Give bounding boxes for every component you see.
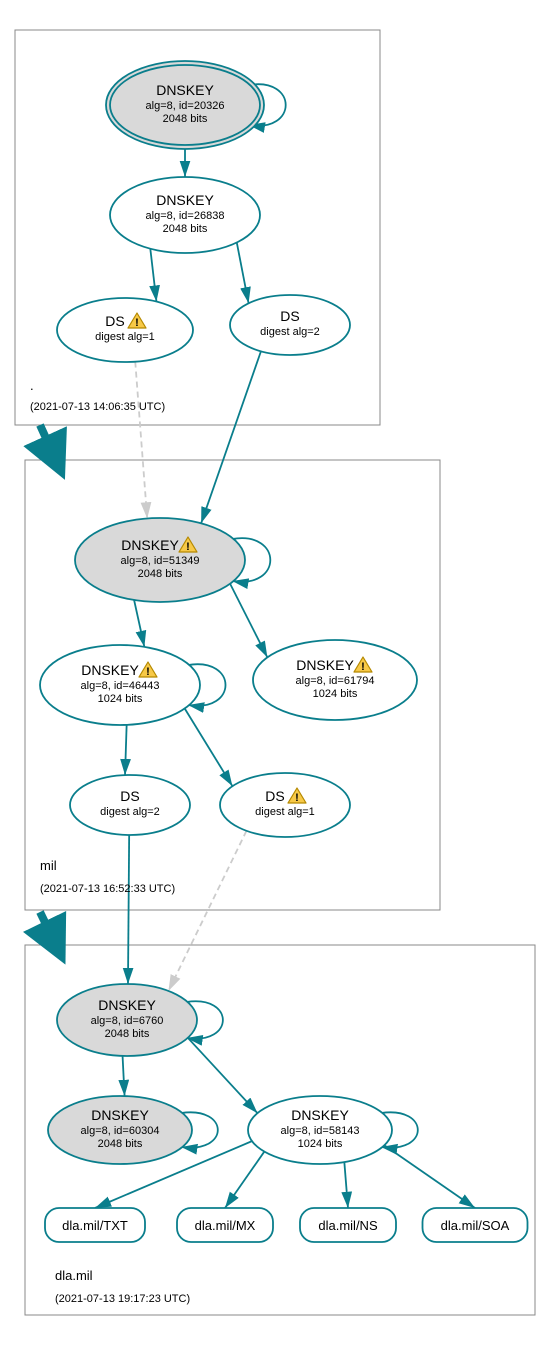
node-mil_ds1: DS digest alg=2 (70, 775, 190, 835)
node-sub1: alg=8, id=46443 (81, 680, 160, 692)
node-sub2: 2048 bits (163, 223, 208, 235)
node-sub1: digest alg=2 (260, 326, 320, 338)
node-root_ds1: DS digest alg=1 (57, 298, 193, 362)
edge-rrset (344, 1162, 348, 1208)
svg-text:!: ! (186, 541, 190, 553)
node-sub1: digest alg=2 (100, 806, 160, 818)
rrset-label: dla.mil/MX (195, 1218, 256, 1233)
node-sub2: 2048 bits (163, 113, 208, 125)
node-sub1: alg=8, id=6760 (91, 1015, 164, 1027)
node-title: DNSKEY (156, 82, 214, 98)
node-title: DNSKEY (81, 662, 139, 678)
node-sub1: digest alg=1 (255, 806, 315, 818)
node-dla_zsk1: DNSKEY alg=8, id=603042048 bits (48, 1096, 192, 1164)
zone-link-arrow (40, 912, 55, 943)
node-mil_ksk: DNSKEY alg=8, id=513492048 bits (75, 518, 245, 602)
edge (125, 725, 127, 775)
node-sub2: 2048 bits (138, 568, 183, 580)
node-sub2: 1024 bits (98, 693, 143, 705)
edge (168, 831, 246, 991)
rrset-label: dla.mil/TXT (62, 1218, 128, 1233)
edge (123, 1056, 125, 1096)
node-title: DNSKEY (156, 192, 214, 208)
rrset-label: dla.mil/SOA (441, 1218, 510, 1233)
svg-text:!: ! (135, 317, 139, 329)
zone-name: . (30, 378, 34, 393)
edge (237, 242, 249, 303)
node-sub2: 2048 bits (98, 1138, 143, 1150)
zone-timestamp: (2021-07-13 16:52:33 UTC) (40, 883, 175, 895)
zone-name: dla.mil (55, 1268, 93, 1283)
node-sub1: alg=8, id=58143 (281, 1125, 360, 1137)
zone-timestamp: (2021-07-13 19:17:23 UTC) (55, 1293, 190, 1305)
node-root_ksk: DNSKEY alg=8, id=203262048 bits (106, 61, 264, 149)
node-sub1: digest alg=1 (95, 331, 155, 343)
edge (128, 835, 129, 984)
node-sub1: alg=8, id=61794 (296, 675, 375, 687)
node-sub1: alg=8, id=26838 (146, 210, 225, 222)
rrset-label: dla.mil/NS (318, 1218, 378, 1233)
node-root_zsk: DNSKEY alg=8, id=268382048 bits (110, 177, 260, 253)
edge (188, 1038, 258, 1113)
node-sub2: 1024 bits (313, 688, 358, 700)
node-mil_zsk1: DNSKEY alg=8, id=464431024 bits (40, 645, 200, 725)
node-title: DS (120, 788, 139, 804)
edge (135, 362, 147, 519)
node-sub1: alg=8, id=60304 (81, 1125, 160, 1137)
node-title: DNSKEY (291, 1107, 349, 1123)
edge (150, 249, 156, 302)
edge (134, 600, 144, 647)
node-title: DNSKEY (121, 537, 179, 553)
node-dla_ksk: DNSKEY alg=8, id=67602048 bits (57, 984, 197, 1056)
node-title: DNSKEY (98, 997, 156, 1013)
edge (230, 584, 267, 658)
node-title: DNSKEY (296, 657, 354, 673)
node-sub2: 1024 bits (298, 1138, 343, 1150)
svg-text:!: ! (146, 666, 150, 678)
node-title: DS (265, 788, 284, 804)
node-title: DS (280, 308, 299, 324)
edge-rrset (225, 1152, 264, 1208)
node-sub1: alg=8, id=20326 (146, 100, 225, 112)
node-mil_zsk2: DNSKEY alg=8, id=617941024 bits (253, 640, 417, 720)
node-title: DS (105, 313, 124, 329)
node-mil_ds2: DS digest alg=1 (220, 773, 350, 837)
node-dla_zsk2: DNSKEY alg=8, id=581431024 bits (248, 1096, 392, 1164)
zone-timestamp: (2021-07-13 14:06:35 UTC) (30, 401, 165, 413)
node-sub2: 2048 bits (105, 1028, 150, 1040)
edge (201, 351, 261, 523)
node-root_ds2: DS digest alg=2 (230, 295, 350, 355)
edge-rrset (384, 1145, 475, 1208)
svg-text:!: ! (361, 661, 365, 673)
zone-name: mil (40, 858, 57, 873)
svg-text:!: ! (295, 792, 299, 804)
zone-link-arrow (40, 425, 55, 458)
diagram-canvas: DNSKEYalg=8, id=203262048 bitsDNSKEYalg=… (0, 0, 539, 1365)
edge (185, 709, 233, 787)
node-title: DNSKEY (91, 1107, 149, 1123)
node-sub1: alg=8, id=51349 (121, 555, 200, 567)
